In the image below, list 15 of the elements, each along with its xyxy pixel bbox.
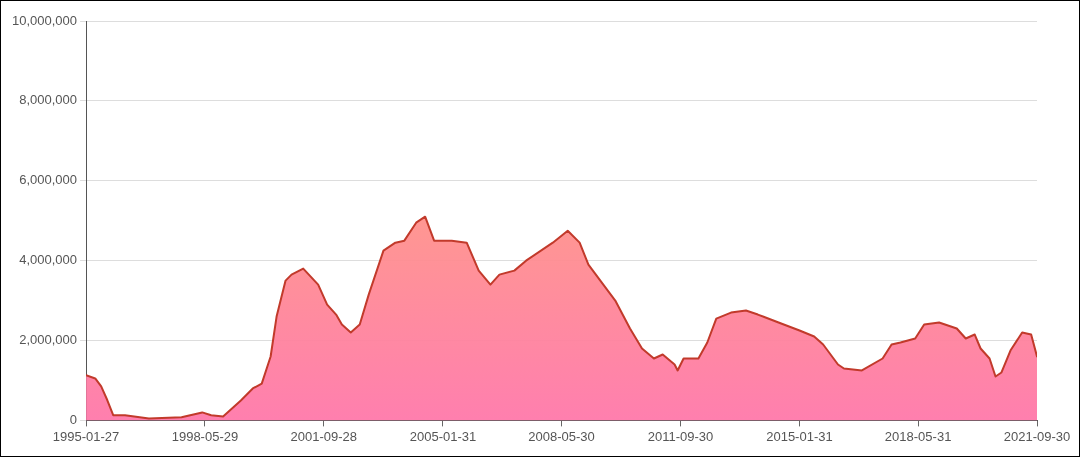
y-tick-label: 2,000,000 [19,332,78,348]
y-tick-label: 6,000,000 [19,172,78,188]
x-tick-label: 1998-05-29 [171,428,239,444]
x-tick-label: 2021-09-30 [1003,428,1071,444]
y-tick-label: 0 [69,411,78,427]
y-tick-label: 4,000,000 [19,252,78,268]
x-tick-label: 2011-09-30 [647,428,714,444]
y-tick-label: 10,000,000 [11,12,78,28]
x-tick-label: 2018-05-31 [884,428,952,444]
x-tick-label: 1995-01-27 [52,428,120,444]
x-tick-label: 2001-09-28 [290,428,358,444]
x-tick-label: 2005-01-31 [409,428,477,444]
y-tick-label: 8,000,000 [19,92,78,108]
x-tick-label: 2008-05-30 [528,428,595,444]
x-tick-label: 2015-01-31 [766,428,833,444]
